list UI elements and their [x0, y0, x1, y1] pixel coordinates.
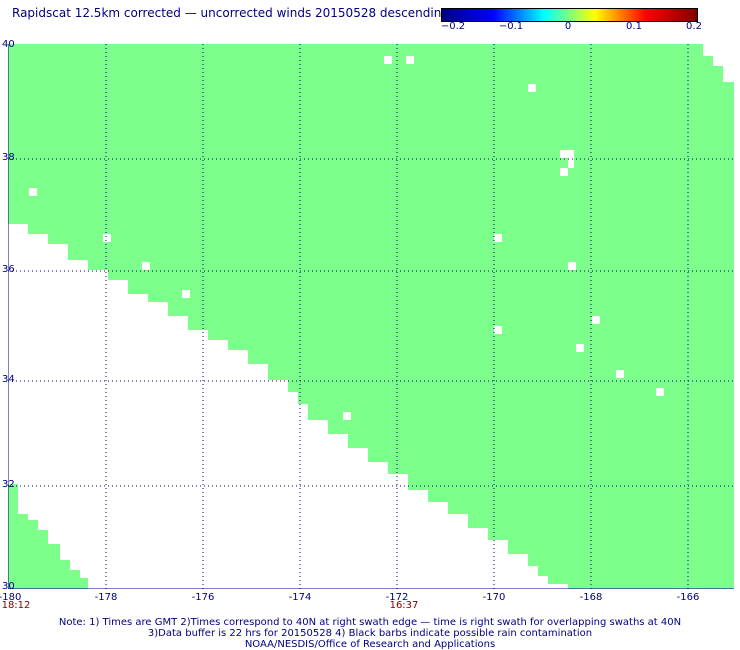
lat-label: 34	[2, 374, 15, 385]
map-title: Rapidscat 12.5km corrected — uncorrected…	[12, 6, 449, 20]
missing-cell	[494, 234, 502, 242]
missing-cell	[528, 84, 536, 92]
lon-label: -180	[0, 592, 22, 603]
colorbar-tick: −0.2	[440, 21, 466, 32]
footnote-line: Note: 1) Times are GMT 2)Times correspon…	[58, 617, 682, 628]
wind-difference-map	[8, 44, 734, 589]
graticule	[8, 44, 734, 589]
missing-cell	[406, 56, 414, 64]
lon-label: -172	[385, 592, 409, 603]
lon-label: -166	[676, 592, 700, 603]
lat-label: 40	[2, 39, 15, 50]
missing-cell	[343, 412, 351, 420]
lon-label: -170	[482, 592, 506, 603]
missing-cell	[560, 168, 568, 176]
missing-cell	[656, 388, 664, 396]
colorbar-tick: 0	[564, 21, 572, 32]
missing-cell	[592, 316, 600, 324]
footnote-line: 3)Data buffer is 22 hrs for 20150528 4) …	[147, 628, 593, 639]
lat-label: 36	[2, 264, 15, 275]
lon-label: -176	[191, 592, 215, 603]
missing-cell	[560, 150, 574, 158]
lat-label: 30	[2, 581, 15, 592]
missing-cell	[29, 188, 37, 196]
swath-region-corner	[8, 484, 88, 589]
colorbar-tick: 0.2	[686, 21, 702, 32]
missing-cell	[384, 56, 392, 64]
footnote-credit: NOAA/NESDIS/Office of Research and Appli…	[244, 639, 496, 650]
lon-label: -178	[94, 592, 118, 603]
missing-cell	[142, 262, 150, 270]
lon-label: -174	[288, 592, 312, 603]
lat-label: 38	[2, 152, 15, 163]
swath-region	[8, 44, 734, 589]
missing-cell	[494, 326, 502, 334]
colorbar-tick: 0.1	[626, 21, 642, 32]
missing-cell	[568, 158, 574, 168]
lat-label: 32	[2, 479, 15, 490]
missing-cell	[103, 234, 111, 242]
missing-cell	[182, 290, 190, 298]
missing-cell	[616, 370, 624, 378]
colorbar-tick: −0.1	[498, 21, 524, 32]
swath-time-label: 18:12	[1, 600, 31, 611]
swath-time-label: 16:37	[389, 600, 419, 611]
colorbar	[441, 8, 698, 22]
missing-data-cells	[29, 56, 664, 420]
missing-cell	[576, 344, 584, 352]
lon-label: -168	[579, 592, 603, 603]
missing-cell	[568, 262, 576, 270]
